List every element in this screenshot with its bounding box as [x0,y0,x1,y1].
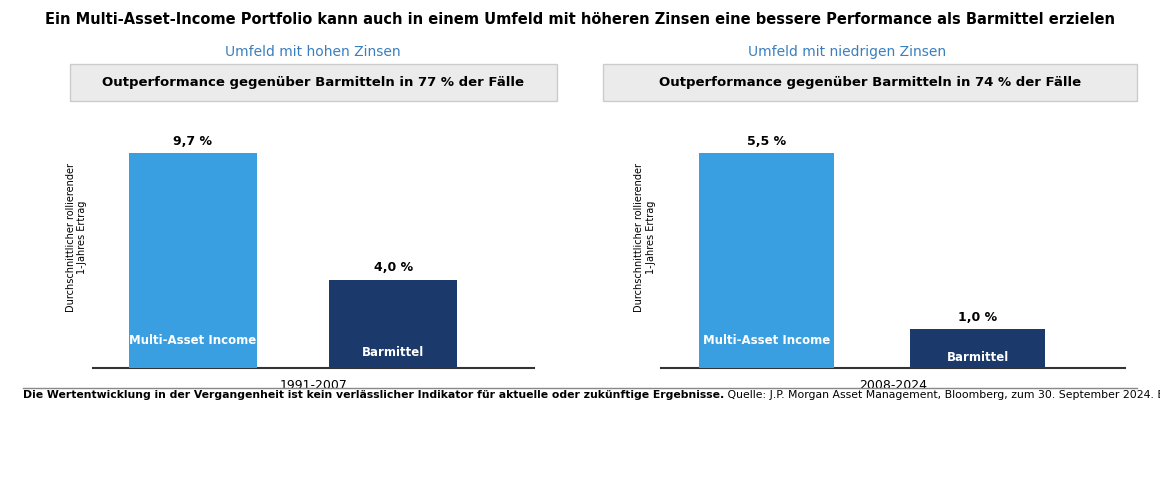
X-axis label: 1991-2007: 1991-2007 [280,379,347,392]
Text: Umfeld mit niedrigen Zinsen: Umfeld mit niedrigen Zinsen [748,45,945,59]
Y-axis label: Durchschnittlicher rollierender
1-Jahres Ertrag: Durchschnittlicher rollierender 1-Jahres… [635,163,655,312]
X-axis label: 2008-2024: 2008-2024 [860,379,927,392]
Text: Barmittel: Barmittel [947,351,1009,364]
Text: Quelle: J.P. Morgan Asset Management, Bloomberg, zum 30. September 2024. Barmitt: Quelle: J.P. Morgan Asset Management, Bl… [725,390,1160,400]
Text: 1,0 %: 1,0 % [958,311,998,324]
Text: 5,5 %: 5,5 % [747,135,786,148]
Text: Die Wertentwicklung in der Vergangenheit ist kein verlässlicher Indikator für ak: Die Wertentwicklung in der Vergangenheit… [23,390,725,400]
Bar [129,154,258,368]
Text: Multi-Asset Income: Multi-Asset Income [703,333,831,347]
Text: 4,0 %: 4,0 % [374,261,413,274]
Text: Multi-Asset Income: Multi-Asset Income [130,333,256,347]
FancyBboxPatch shape [603,64,1137,101]
Bar [699,154,834,368]
Text: Outperformance gegenüber Barmitteln in 74 % der Fälle: Outperformance gegenüber Barmitteln in 7… [659,76,1081,89]
Text: Outperformance gegenüber Barmitteln in 77 % der Fälle: Outperformance gegenüber Barmitteln in 7… [102,76,524,89]
Text: Ein Multi-Asset-Income Portfolio kann auch in einem Umfeld mit höheren Zinsen ei: Ein Multi-Asset-Income Portfolio kann au… [45,12,1115,27]
Text: Barmittel: Barmittel [362,346,425,359]
Text: 9,7 %: 9,7 % [174,135,212,148]
FancyBboxPatch shape [70,64,557,101]
Bar [329,280,457,368]
Y-axis label: Durchschnittlicher rollierender
1-Jahres Ertrag: Durchschnittlicher rollierender 1-Jahres… [66,163,87,312]
Bar [911,329,1045,368]
Text: Umfeld mit hohen Zinsen: Umfeld mit hohen Zinsen [225,45,401,59]
